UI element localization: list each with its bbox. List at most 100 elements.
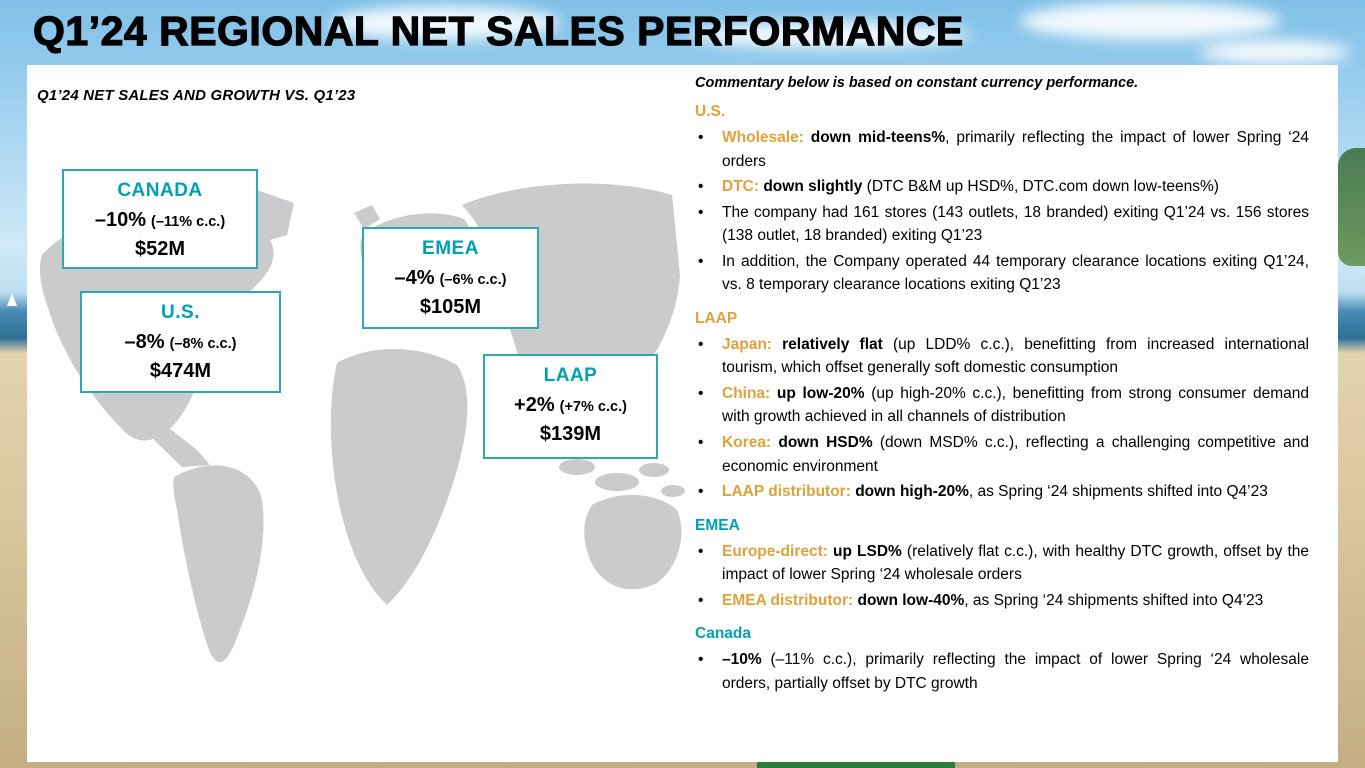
commentary-bullet: • LAAP distributor: down high-20%, as Spr…	[695, 480, 1309, 504]
region-growth: +2% (+7% c.c.)	[485, 394, 656, 417]
growth-percent: –8%	[124, 331, 165, 353]
text-segment: down slightly	[763, 178, 867, 196]
growth-percent: –10%	[94, 209, 146, 231]
text-segment: (DTC B&M up HSD%, DTC.com down low-teens…	[866, 178, 1219, 196]
bullet-text: –10% (–11% c.c.), primarily reflecting t…	[722, 648, 1309, 695]
region-name: EMEA	[422, 238, 479, 259]
commentary-section-header: U.S.	[695, 103, 726, 120]
growth-percent: –4%	[394, 267, 435, 289]
region-name: U.S.	[161, 302, 200, 323]
text-segment: Wholesale:	[722, 129, 811, 146]
text-segment: down low-40%	[857, 591, 965, 609]
continent-africa	[330, 348, 468, 605]
text-segment: LAAP distributor:	[722, 483, 856, 501]
content-card: Q1’24 NET SALES AND GROWTH VS. Q1’23 CAN…	[27, 65, 1338, 762]
cloud	[690, 22, 970, 48]
text-segment: Europe-direct:	[722, 542, 834, 560]
bullet-text: In addition, the Company operated 44 tem…	[722, 250, 1309, 297]
green-hill	[1338, 148, 1365, 266]
text-segment: , as Spring ‘24 shipments shifted into Q…	[964, 591, 1264, 609]
constant-currency-note: (–11% c.c.)	[150, 214, 226, 230]
region-growth: –8% (–8% c.c.)	[82, 331, 279, 354]
bullet-marker: •	[698, 335, 704, 353]
callout-laap: LAAP +2% (+7% c.c.) $139M	[483, 354, 658, 459]
commentary-sections: U.S. • Wholesale: down mid-teens%, primari…	[695, 103, 1309, 695]
beach-towel	[757, 760, 955, 768]
cloud	[330, 6, 560, 40]
growth-percent: +2%	[514, 394, 555, 416]
region-net-sales: $105M	[419, 296, 482, 318]
text-segment: down high-20%	[855, 483, 969, 501]
central-america	[150, 413, 210, 467]
text-segment: EMEA distributor:	[722, 591, 858, 609]
text-segment: down mid-teens%	[810, 129, 946, 146]
bullet-text: Korea: down HSD% (down MSD% c.c.), refle…	[722, 431, 1309, 478]
commentary-bullet: • Wholesale: down mid-teens%, primarily r…	[695, 126, 1309, 173]
commentary-bullet: • In addition, the Company operated 44 te…	[695, 250, 1309, 297]
text-segment: down HSD%	[778, 434, 880, 452]
bullet-text: LAAP distributor: down high-20%, as Spri…	[722, 480, 1309, 504]
commentary-bullet: • –10% (–11% c.c.), primarily reflecting …	[695, 648, 1309, 695]
text-segment: The company had 161 stores (143 outlets,…	[722, 203, 1309, 245]
bullet-text: The company had 161 stores (143 outlets,…	[722, 201, 1309, 248]
commentary-bullet: • Korea: down HSD% (down MSD% c.c.), refl…	[695, 431, 1309, 478]
text-segment: China:	[722, 384, 777, 402]
sailboat	[7, 293, 17, 306]
island	[595, 473, 639, 491]
bullet-text: EMEA distributor: down low-40%, as Sprin…	[722, 589, 1309, 613]
text-segment: Japan:	[722, 335, 783, 353]
region-net-sales: $52M	[134, 238, 186, 260]
bullet-text: China: up low-20% (up high-20% c.c.), be…	[722, 382, 1309, 429]
callout-emea: EMEA –4% (–6% c.c.) $105M	[362, 227, 539, 329]
bullet-marker: •	[698, 384, 704, 402]
region-growth: –4% (–6% c.c.)	[364, 267, 537, 290]
commentary-bullet: • China: up low-20% (up high-20% c.c.), b…	[695, 382, 1309, 429]
commentary-intro: Commentary below is based on constant cu…	[695, 75, 1139, 91]
text-segment: up LSD%	[833, 542, 907, 560]
bullet-marker: •	[698, 129, 704, 146]
british-isles	[354, 205, 380, 229]
commentary-section-header: EMEA	[695, 516, 740, 534]
text-segment: DTC:	[722, 178, 764, 196]
island	[639, 463, 669, 477]
region-name: LAAP	[543, 365, 598, 386]
continent-australia	[584, 494, 682, 590]
text-segment: (up LDD% c.c.), benefitting from increas…	[722, 335, 1310, 377]
region-growth: –10% (–11% c.c.)	[64, 209, 256, 232]
region-net-sales: $474M	[149, 360, 212, 382]
bullet-text: Japan: relatively flat (up LDD% c.c.), b…	[722, 333, 1309, 380]
commentary-section-header: LAAP	[695, 309, 738, 327]
cloud	[1020, 2, 1280, 40]
constant-currency-note: (+7% c.c.)	[559, 399, 627, 415]
region-name: CANADA	[117, 180, 203, 201]
constant-currency-note: (–8% c.c.)	[169, 336, 237, 352]
callout-canada: CANADA –10% (–11% c.c.) $52M	[62, 169, 258, 269]
text-segment: relatively flat	[782, 335, 893, 353]
bullet-text: DTC: down slightly (DTC B&M up HSD%, DTC…	[722, 175, 1309, 199]
bullet-marker: •	[698, 252, 704, 270]
bullet-marker: •	[698, 203, 704, 221]
island	[661, 485, 685, 497]
slide-title: Q1’24 REGIONAL NET SALES PERFORMANCE	[32, 7, 964, 54]
bullet-text: Europe-direct: up LSD% (relatively flat …	[722, 540, 1309, 587]
text-segment: up low-20%	[776, 384, 872, 402]
commentary-section-header: Canada	[695, 625, 751, 643]
bullet-marker: •	[698, 434, 704, 452]
bullet-marker: •	[698, 542, 704, 560]
continent-south-america	[173, 465, 264, 663]
text-segment: (–11% c.c.), primarily reflecting the im…	[722, 651, 1309, 692]
cloud	[1200, 40, 1350, 64]
region-net-sales: $139M	[539, 423, 602, 445]
bullet-marker: •	[698, 483, 704, 501]
map-panel-subtitle: Q1’24 NET SALES AND GROWTH VS. Q1’23	[37, 87, 356, 104]
island	[559, 459, 595, 475]
text-segment: (up high-20% c.c.), benefitting from str…	[722, 384, 1309, 426]
text-segment: (down MSD% c.c.), reflecting a challengi…	[722, 434, 1309, 475]
bullet-marker: •	[698, 591, 704, 609]
text-segment: , as Spring ‘24 shipments shifted into Q…	[968, 483, 1268, 501]
callout-us: U.S. –8% (–8% c.c.) $474M	[80, 291, 281, 393]
bullet-marker: •	[698, 651, 704, 669]
text-segment: –10%	[722, 651, 771, 669]
bullet-text: Wholesale: down mid-teens%, primarily re…	[722, 126, 1309, 173]
text-segment: (relatively flat c.c.), with healthy DTC…	[722, 542, 1309, 584]
